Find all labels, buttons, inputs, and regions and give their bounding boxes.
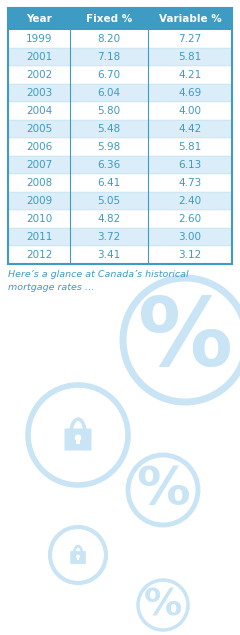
Text: %: %	[144, 587, 182, 623]
Text: 6.36: 6.36	[97, 160, 121, 170]
FancyBboxPatch shape	[76, 438, 80, 444]
Text: 3.00: 3.00	[179, 232, 202, 242]
FancyBboxPatch shape	[8, 192, 232, 210]
FancyBboxPatch shape	[8, 102, 232, 120]
FancyBboxPatch shape	[70, 551, 86, 564]
Text: 2001: 2001	[26, 52, 52, 62]
Text: 2008: 2008	[26, 178, 52, 188]
FancyBboxPatch shape	[8, 228, 232, 246]
FancyBboxPatch shape	[8, 8, 232, 30]
FancyBboxPatch shape	[77, 557, 79, 560]
Text: %: %	[138, 294, 232, 386]
Text: 2.40: 2.40	[178, 196, 202, 206]
Text: 3.12: 3.12	[178, 250, 202, 260]
Text: 1999: 1999	[26, 34, 52, 44]
Text: 7.27: 7.27	[178, 34, 202, 44]
FancyBboxPatch shape	[8, 48, 232, 66]
Text: 4.21: 4.21	[178, 70, 202, 80]
Text: 5.98: 5.98	[97, 142, 121, 152]
Text: 6.70: 6.70	[97, 70, 120, 80]
Text: 3.41: 3.41	[97, 250, 121, 260]
Text: 5.80: 5.80	[97, 106, 120, 116]
Text: 2011: 2011	[26, 232, 52, 242]
Text: 5.05: 5.05	[97, 196, 120, 206]
Text: 6.04: 6.04	[97, 88, 120, 98]
Text: 2002: 2002	[26, 70, 52, 80]
Text: 5.48: 5.48	[97, 124, 121, 134]
Text: 7.18: 7.18	[97, 52, 121, 62]
Text: 4.42: 4.42	[178, 124, 202, 134]
Text: 2006: 2006	[26, 142, 52, 152]
Text: 6.13: 6.13	[178, 160, 202, 170]
Text: 4.82: 4.82	[97, 214, 121, 224]
Text: 2005: 2005	[26, 124, 52, 134]
Text: 4.69: 4.69	[178, 88, 202, 98]
Text: 5.81: 5.81	[178, 52, 202, 62]
Text: Here’s a glance at Canada’s historical
mortgage rates …: Here’s a glance at Canada’s historical m…	[8, 270, 189, 292]
FancyBboxPatch shape	[8, 210, 232, 228]
Text: 2010: 2010	[26, 214, 52, 224]
FancyBboxPatch shape	[8, 30, 232, 48]
Text: 8.20: 8.20	[97, 34, 120, 44]
FancyBboxPatch shape	[8, 174, 232, 192]
FancyBboxPatch shape	[8, 84, 232, 102]
Text: 2007: 2007	[26, 160, 52, 170]
FancyBboxPatch shape	[8, 138, 232, 156]
Circle shape	[75, 434, 81, 441]
Text: 4.00: 4.00	[179, 106, 202, 116]
Text: 2004: 2004	[26, 106, 52, 116]
Text: 6.41: 6.41	[97, 178, 121, 188]
Text: Fixed %: Fixed %	[86, 14, 132, 24]
Text: 2009: 2009	[26, 196, 52, 206]
Text: Variable %: Variable %	[159, 14, 221, 24]
Text: 3.72: 3.72	[97, 232, 121, 242]
FancyBboxPatch shape	[8, 246, 232, 264]
Text: 2003: 2003	[26, 88, 52, 98]
FancyBboxPatch shape	[8, 120, 232, 138]
FancyBboxPatch shape	[8, 66, 232, 84]
Text: Year: Year	[26, 14, 52, 24]
Text: 5.81: 5.81	[178, 142, 202, 152]
Circle shape	[76, 555, 80, 558]
Text: 2012: 2012	[26, 250, 52, 260]
Text: 4.73: 4.73	[178, 178, 202, 188]
FancyBboxPatch shape	[65, 429, 91, 450]
FancyBboxPatch shape	[8, 156, 232, 174]
Text: 2.60: 2.60	[178, 214, 202, 224]
Text: %: %	[136, 464, 190, 516]
